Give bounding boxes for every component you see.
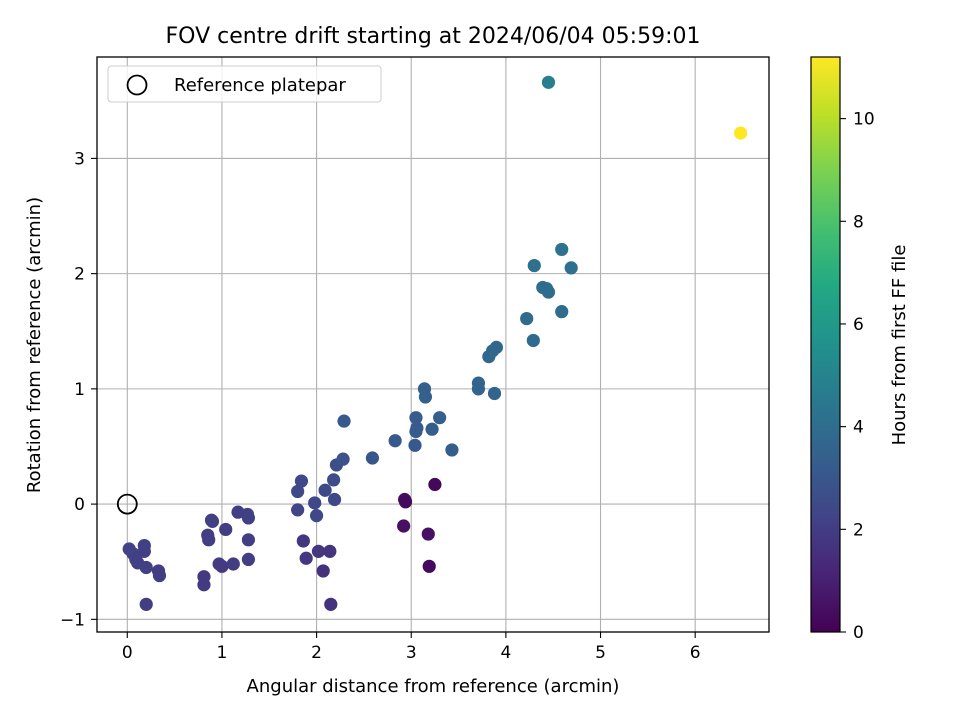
x-tick-label: 2 [311, 643, 322, 663]
x-tick-label: 6 [690, 643, 701, 663]
colorbar-label: Hours from first FF file [889, 245, 910, 446]
x-axis-ticks: 0 1 2 3 4 5 6 [122, 632, 701, 663]
data-point [323, 544, 337, 558]
data-point [410, 421, 424, 435]
colorbar-ticks: 0 2 4 6 8 10 [840, 110, 875, 643]
data-point [527, 258, 541, 273]
y-axis-label: Rotation from reference (arcmin) [24, 197, 45, 493]
data-point [487, 386, 502, 401]
data-point [564, 261, 578, 275]
x-tick-label: 3 [406, 643, 417, 663]
data-point [520, 311, 534, 326]
legend-box [107, 65, 382, 103]
colorbar [810, 56, 841, 633]
data-point [241, 533, 256, 547]
data-point [418, 390, 433, 404]
axes-frame [96, 56, 770, 633]
x-tick-label: 4 [500, 643, 511, 663]
data-point [309, 509, 324, 523]
chart-title: FOV centre drift starting at 2024/06/04 … [166, 24, 701, 49]
y-tick-label: 3 [74, 149, 85, 169]
data-point [327, 473, 341, 487]
data-point [291, 503, 305, 517]
data-point [425, 422, 439, 436]
legend-label-reference: Reference platepar [174, 75, 346, 96]
data-point [555, 242, 569, 257]
data-point [471, 382, 486, 396]
grid [97, 57, 769, 632]
colorbar-tick-label: 6 [853, 315, 864, 335]
data-point [541, 75, 556, 89]
data-point [324, 597, 338, 611]
data-point [734, 126, 748, 140]
data-point [241, 511, 256, 525]
data-point [337, 414, 351, 428]
reference-platepar-marker [116, 493, 138, 515]
data-point [526, 333, 540, 348]
data-point [139, 597, 153, 611]
data-point [489, 340, 504, 354]
colorbar-tick-label: 8 [853, 212, 864, 232]
data-points [122, 75, 748, 611]
data-point [296, 534, 310, 548]
data-point [294, 474, 309, 488]
data-point [336, 452, 350, 466]
data-point [197, 578, 211, 592]
x-axis-label: Angular distance from reference (arcmin) [247, 676, 620, 697]
colorbar-tick-label: 0 [853, 623, 864, 643]
colorbar-tick-label: 10 [853, 110, 875, 130]
data-point [311, 544, 326, 558]
y-tick-label: 2 [74, 265, 85, 285]
data-point [433, 411, 447, 425]
data-point [327, 492, 342, 507]
data-point [365, 451, 380, 465]
data-point [555, 305, 569, 319]
data-point [215, 559, 229, 573]
data-point [541, 285, 556, 299]
data-point [137, 544, 151, 558]
data-point [445, 443, 459, 457]
legend-marker-reference [126, 74, 148, 96]
data-point [308, 496, 322, 510]
x-tick-label: 0 [122, 643, 133, 663]
data-point [152, 568, 167, 583]
colorbar-tick-label: 4 [853, 418, 864, 438]
data-point [397, 519, 411, 533]
data-point [226, 557, 240, 571]
data-point [421, 527, 435, 541]
y-axis-ticks: −1 0 1 2 3 [60, 149, 97, 630]
data-point [398, 495, 413, 509]
data-point [202, 533, 216, 547]
legend: Reference platepar [107, 65, 382, 103]
data-point [408, 438, 422, 452]
data-point [422, 559, 436, 573]
data-point [219, 522, 233, 537]
data-point [316, 564, 330, 578]
data-point [241, 552, 256, 567]
data-point [388, 434, 402, 448]
data-point [291, 484, 305, 499]
data-point [409, 411, 423, 425]
x-tick-label: 1 [217, 643, 228, 663]
y-tick-label: 0 [74, 495, 85, 515]
y-tick-label: 1 [74, 380, 85, 400]
data-point [139, 560, 153, 575]
data-point [318, 483, 332, 497]
y-tick-label: −1 [60, 610, 85, 630]
data-point [299, 551, 313, 565]
colorbar-tick-label: 2 [853, 520, 864, 540]
data-point [428, 477, 442, 492]
data-point [205, 514, 220, 528]
x-tick-label: 5 [595, 643, 606, 663]
